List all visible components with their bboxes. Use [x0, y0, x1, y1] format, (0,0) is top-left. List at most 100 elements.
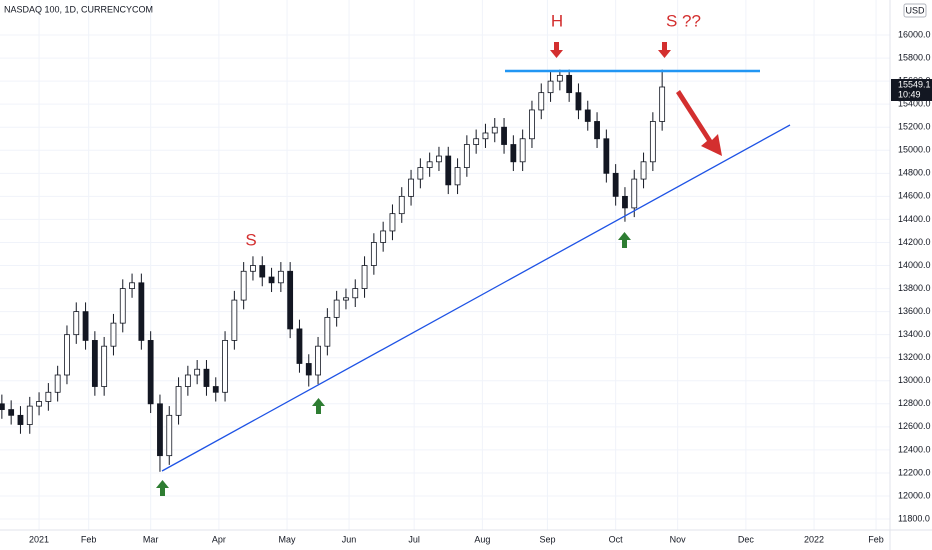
candle-body	[324, 316, 331, 347]
x-tick-label: Nov	[670, 534, 687, 544]
candle-body	[287, 270, 294, 330]
candle-body	[194, 368, 201, 376]
candle-body	[101, 345, 108, 387]
y-tick-label: 12200.0	[898, 467, 931, 477]
candle-body	[566, 74, 573, 94]
candle-body	[584, 109, 591, 122]
candles	[0, 69, 666, 472]
x-tick-label: Oct	[609, 534, 624, 544]
x-tick-label: Sep	[539, 534, 555, 544]
candle-body	[184, 374, 191, 387]
candle-body	[575, 92, 582, 111]
candle-body	[45, 391, 52, 402]
candle-body	[64, 334, 70, 376]
y-tick-label: 15200.0	[898, 122, 931, 132]
y-tick-label: 13400.0	[898, 329, 931, 339]
candle-body	[491, 126, 498, 134]
candle-body	[277, 270, 284, 284]
candle-body	[157, 403, 163, 457]
x-tick-label: 2022	[804, 534, 824, 544]
y-tick-label: 14400.0	[898, 214, 931, 224]
green-arrows	[156, 232, 631, 496]
up-arrow	[156, 480, 169, 496]
annotation: H	[551, 11, 563, 30]
y-tick-label: 13600.0	[898, 306, 931, 316]
candle-body	[436, 155, 442, 163]
up-arrow	[312, 398, 325, 414]
candle-body	[510, 144, 517, 163]
candle-body	[250, 265, 256, 272]
candle-body	[147, 340, 154, 405]
candle-body	[538, 92, 545, 111]
candle-body	[659, 86, 666, 122]
candle-body	[36, 401, 42, 407]
candle-body	[259, 265, 266, 278]
y-tick-label: 12400.0	[898, 444, 931, 454]
candle-body	[26, 405, 33, 425]
x-tick-label: May	[279, 534, 297, 544]
candle-body	[54, 374, 61, 393]
candle-body	[454, 167, 461, 186]
candle-body	[640, 161, 647, 180]
candle-body	[426, 161, 433, 168]
annotation: S	[245, 230, 256, 249]
y-tick-label: 15400.0	[898, 99, 931, 109]
candle-body	[73, 311, 80, 336]
y-tick-label: 11800.0	[898, 513, 930, 523]
y-tick-label: 15000.0	[898, 145, 931, 155]
candle-body	[380, 230, 387, 243]
candle-body	[82, 311, 89, 341]
last-price: 15549.1	[898, 79, 931, 89]
candle-body	[370, 242, 377, 266]
candle-body	[175, 386, 182, 416]
candle-body	[166, 414, 173, 457]
candle-body	[482, 132, 489, 140]
x-tick-label: Aug	[474, 534, 490, 544]
candle-body	[389, 213, 396, 232]
y-tick-label: 12000.0	[898, 490, 931, 500]
candle-body	[361, 265, 368, 289]
candle-body	[473, 138, 480, 145]
candle-body	[603, 138, 610, 174]
candle-body	[231, 299, 238, 341]
candle-body	[8, 409, 15, 416]
candle-body	[529, 109, 535, 140]
y-tick-label: 14200.0	[898, 237, 931, 247]
candle-body	[212, 386, 219, 393]
chart-title: NASDAQ 100, 1D, CURRENCYCOM	[4, 4, 153, 14]
candle-body	[203, 368, 210, 387]
y-tick-label: 13200.0	[898, 352, 931, 362]
red-arrows	[550, 42, 722, 156]
candle-body	[333, 299, 340, 318]
last-price-box	[891, 78, 932, 101]
trend-line	[161, 124, 791, 472]
down-arrow	[550, 42, 563, 58]
x-tick-label: Jul	[408, 534, 420, 544]
candle-body	[649, 121, 656, 163]
candle-body	[612, 172, 619, 197]
annotation: S ??	[666, 11, 701, 30]
candle-body	[0, 403, 5, 410]
up-arrow	[618, 232, 631, 248]
candle-body	[408, 178, 414, 197]
y-tick-label: 14800.0	[898, 168, 931, 178]
y-tick-label: 14000.0	[898, 260, 931, 270]
candle-body	[547, 80, 554, 94]
candle-body	[463, 144, 470, 168]
candle-body	[91, 340, 98, 387]
candle-body	[622, 195, 628, 209]
x-tick-label: Mar	[143, 534, 159, 544]
candle-body	[222, 340, 228, 393]
countdown: 10:49	[898, 89, 921, 99]
candle-body	[305, 363, 312, 376]
currency: USD	[905, 5, 925, 15]
down-arrow	[658, 42, 671, 58]
candle-body	[445, 155, 452, 186]
candle-body	[129, 282, 135, 289]
y-tick-label: 12600.0	[898, 421, 931, 431]
x-tick-label: Jun	[342, 534, 357, 544]
candle-body	[631, 178, 638, 209]
candle-body	[268, 276, 275, 284]
candle-body	[240, 270, 247, 301]
